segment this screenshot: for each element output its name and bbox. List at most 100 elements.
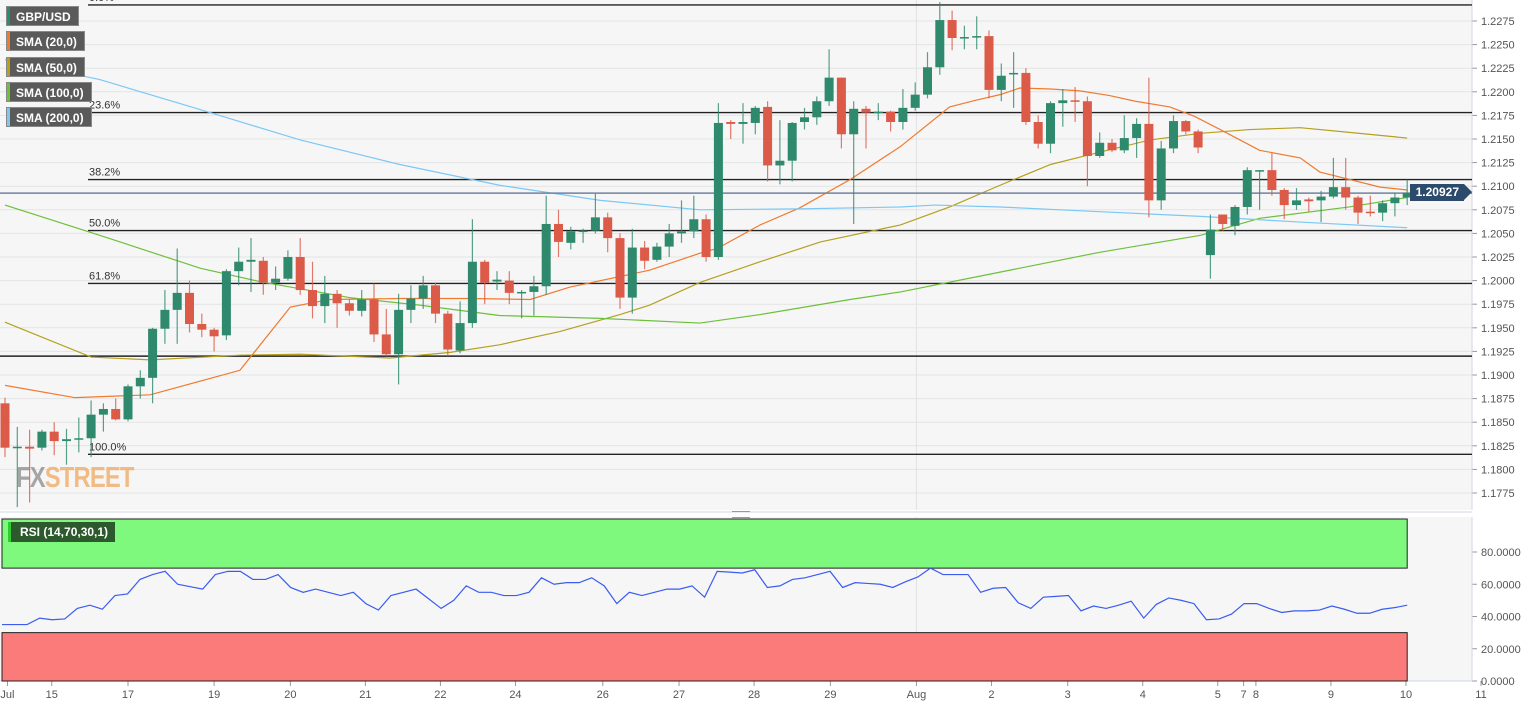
candle xyxy=(590,193,600,234)
candle-body xyxy=(1341,187,1351,198)
legend-sma50[interactable]: SMA (50,0) xyxy=(6,57,85,77)
candle-body xyxy=(394,309,404,355)
candle-body xyxy=(800,117,809,123)
candle-body xyxy=(529,286,539,292)
x-tick-label: 8 xyxy=(1253,689,1259,701)
candle xyxy=(197,313,207,338)
candle xyxy=(1107,139,1117,153)
candle-body xyxy=(234,261,244,272)
candle xyxy=(1132,118,1142,158)
x-tick-label: Aug xyxy=(907,689,927,701)
x-tick-label: 3 xyxy=(1065,689,1071,701)
candle-body xyxy=(590,217,600,231)
x-tick-label: 2 xyxy=(988,689,994,701)
candle xyxy=(1058,88,1068,127)
candle xyxy=(517,290,527,319)
legend-symbol[interactable]: GBP/USD xyxy=(6,6,79,26)
candle-body xyxy=(1316,196,1326,201)
candle xyxy=(861,105,871,149)
candle-body xyxy=(640,247,650,261)
legend-sma20[interactable]: SMA (20,0) xyxy=(6,31,85,51)
candle-body xyxy=(86,414,96,439)
candle xyxy=(74,417,84,453)
candle xyxy=(701,214,711,262)
candle xyxy=(1021,68,1031,125)
candle-body xyxy=(135,377,145,387)
candle-body xyxy=(1193,131,1203,148)
candle-body xyxy=(1021,72,1031,123)
y-tick-label: 1.1875 xyxy=(1481,394,1515,406)
candle-body xyxy=(910,94,920,108)
candle xyxy=(1365,195,1375,217)
x-tick-label: 4 xyxy=(1140,689,1146,701)
candle-body xyxy=(1242,170,1252,207)
candle-body xyxy=(750,107,760,123)
candle-body xyxy=(25,446,35,449)
candle xyxy=(996,63,1006,102)
candle xyxy=(541,195,551,295)
candle xyxy=(886,110,896,132)
candle xyxy=(1304,197,1314,212)
candle-body xyxy=(74,438,84,440)
candle-body xyxy=(1046,103,1055,144)
candle xyxy=(738,103,748,144)
candle xyxy=(25,429,35,503)
candle-body xyxy=(984,36,994,90)
candle-body xyxy=(418,285,428,299)
x-tick-label: 29 xyxy=(824,689,836,701)
candle xyxy=(726,120,736,139)
candle-body xyxy=(467,261,477,324)
candle-body xyxy=(148,328,158,378)
legend-sma200[interactable]: SMA (200,0) xyxy=(6,107,92,127)
candle-body xyxy=(713,122,723,258)
candle-body xyxy=(332,293,342,304)
legend-sma100[interactable]: SMA (100,0) xyxy=(6,82,92,102)
candle xyxy=(1009,52,1019,108)
candle xyxy=(898,88,908,130)
fib-label: 23.6% xyxy=(89,100,120,112)
candle xyxy=(1255,170,1265,210)
rsi-legend[interactable]: RSI (14,70,30,1) xyxy=(8,522,116,542)
x-tick-label: 11 xyxy=(1475,689,1486,701)
candle-body xyxy=(787,122,797,161)
candle-body xyxy=(775,160,785,166)
candle-body xyxy=(996,75,1006,90)
candle xyxy=(172,248,182,344)
x-tick-label: 19 xyxy=(208,689,220,701)
candle-body xyxy=(406,298,416,310)
rsi-y-tick-label: 80.0000 xyxy=(1481,547,1521,559)
candle xyxy=(578,228,588,243)
candle-body xyxy=(37,431,47,448)
candle-body xyxy=(627,247,637,298)
y-tick-label: 1.2050 xyxy=(1481,228,1515,240)
candle-body xyxy=(873,111,883,114)
sma20-line xyxy=(4,87,1408,399)
candle xyxy=(504,271,514,305)
panel-resize-handle[interactable] xyxy=(732,511,750,518)
candle-body xyxy=(381,334,391,355)
candle xyxy=(246,238,256,292)
candle xyxy=(160,290,170,344)
candle xyxy=(1046,101,1055,154)
candle xyxy=(566,226,576,250)
candle-body xyxy=(947,20,957,38)
candle xyxy=(652,242,662,262)
candle xyxy=(923,52,932,99)
candle xyxy=(111,398,121,421)
candle xyxy=(283,250,293,281)
candle-body xyxy=(1353,197,1363,213)
candle-body xyxy=(1365,211,1375,214)
candle xyxy=(1156,140,1166,210)
candle xyxy=(1353,195,1363,224)
candle xyxy=(1119,115,1129,154)
candle xyxy=(1316,190,1326,223)
candle xyxy=(1144,77,1154,218)
candle xyxy=(221,269,231,341)
candle-body xyxy=(1082,101,1092,156)
candle-body xyxy=(283,257,293,279)
candle-body xyxy=(898,107,908,123)
y-tick-label: 1.1925 xyxy=(1481,346,1515,358)
candle-body xyxy=(344,303,354,311)
sma200-line xyxy=(4,59,1408,229)
